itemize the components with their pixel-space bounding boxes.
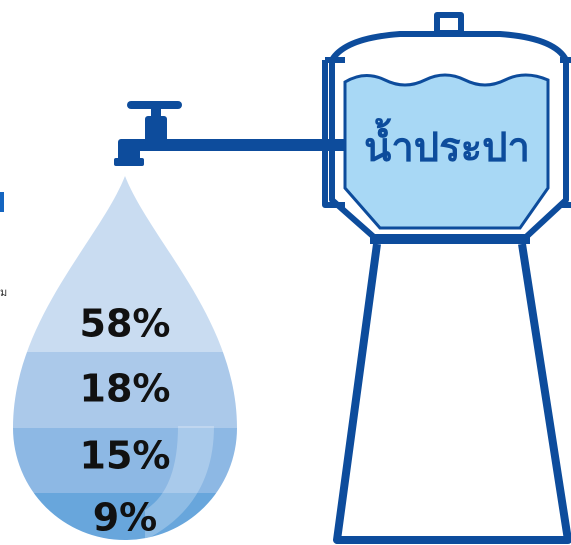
tank-label: น้ำประปา <box>364 118 530 171</box>
segment-label: 18% <box>80 367 171 411</box>
infographic: ม 58% 18% 15% 9% น้ำประปา <box>0 0 571 545</box>
water-drop <box>0 170 250 545</box>
segment-label: 15% <box>80 434 171 478</box>
segment-label: 58% <box>80 302 171 346</box>
edge-text: ม <box>0 286 7 299</box>
stand <box>337 244 568 540</box>
faucet <box>114 101 350 166</box>
edge-mark <box>0 192 4 212</box>
stand-top <box>370 234 530 244</box>
segment-label: 9% <box>93 496 158 540</box>
